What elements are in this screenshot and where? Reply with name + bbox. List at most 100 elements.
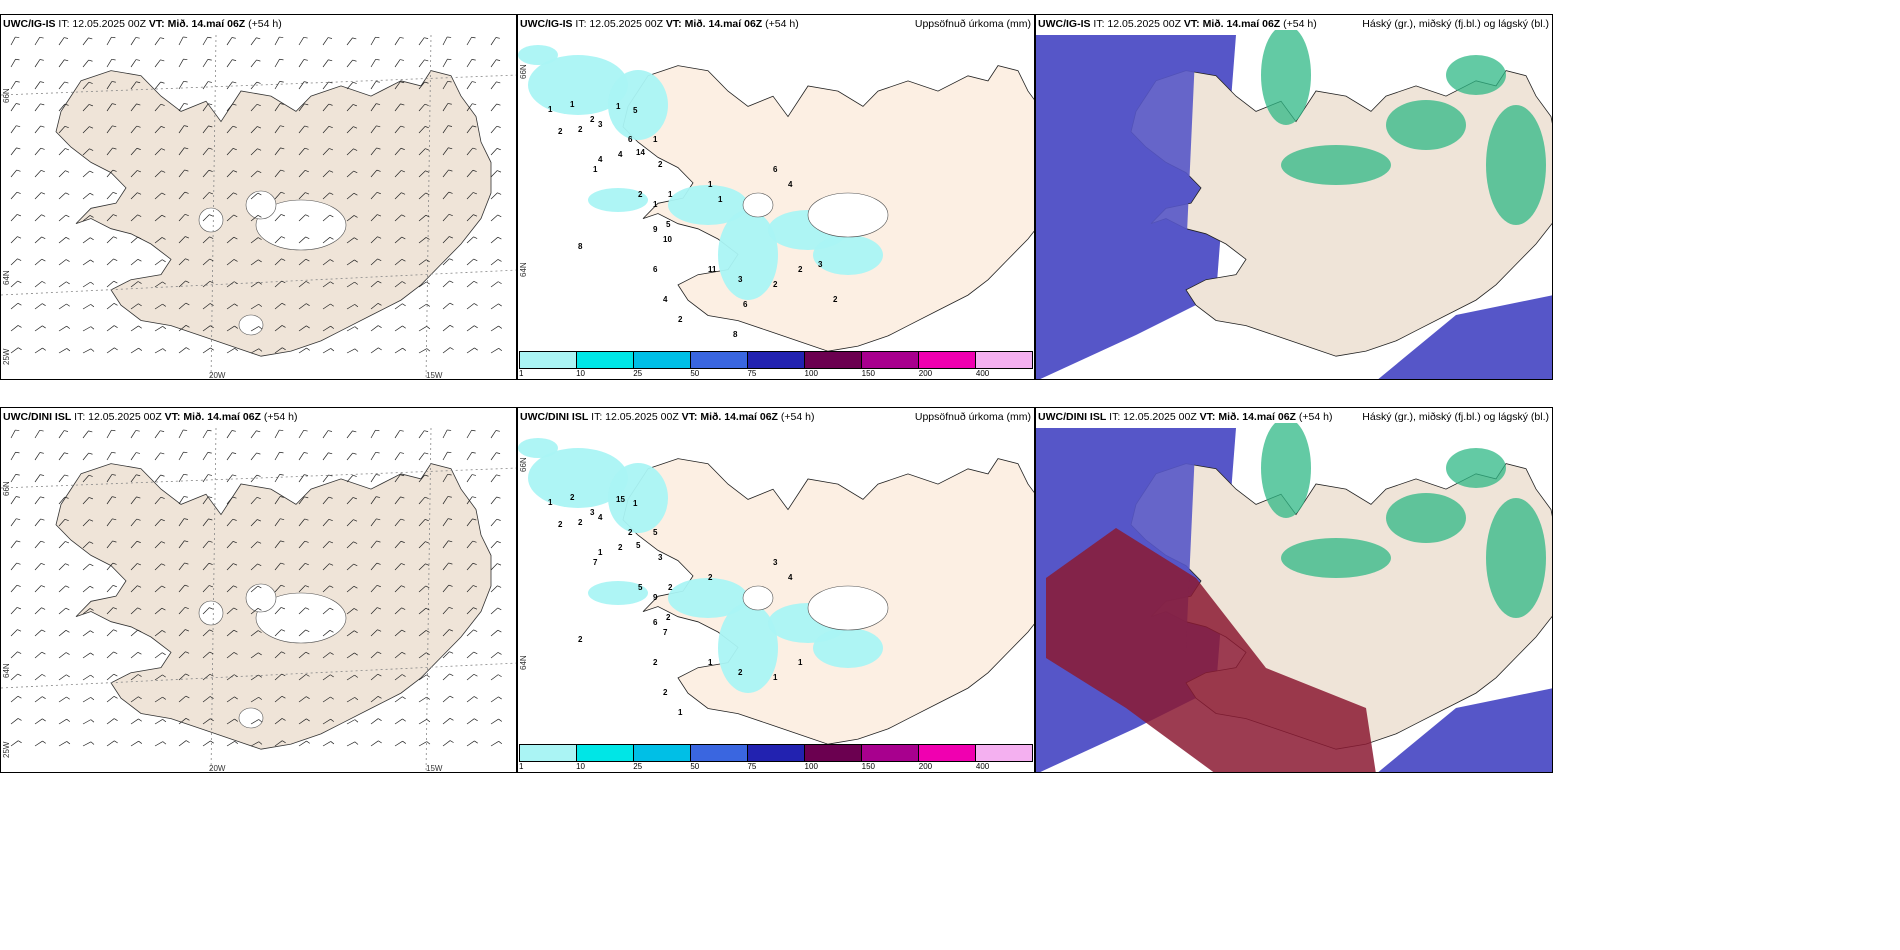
wind-barb-feather (185, 651, 190, 654)
wind-barb (130, 430, 137, 439)
wind-barb (466, 540, 473, 549)
wind-barb (274, 429, 280, 439)
wind-barb-feather (65, 607, 70, 611)
wind-barb (58, 430, 65, 439)
wind-barb-feather (185, 740, 190, 743)
wind-barb (418, 259, 427, 266)
wind-barb-feather (352, 104, 357, 107)
wind-barb-feather (112, 496, 117, 498)
wind-barb (178, 325, 187, 332)
wind-barb-feather (281, 302, 286, 306)
wind-barb-feather (376, 496, 381, 498)
wind-barb-feather (330, 348, 335, 352)
wind-barb (250, 170, 258, 178)
wind-barb-feather (497, 563, 502, 566)
wind-barb (418, 563, 426, 571)
wind-barb-feather (112, 103, 117, 105)
wind-barb (130, 125, 138, 134)
wind-barb (418, 59, 425, 68)
precip-value-label: 2 (628, 528, 633, 537)
wind-barb (154, 214, 163, 222)
precip-value-label: 1 (548, 105, 553, 114)
wind-barb-feather (113, 696, 118, 699)
wind-barb (34, 303, 43, 310)
wind-barb-feather (426, 281, 430, 285)
precip-value-label: 7 (663, 628, 668, 637)
precip-map-svg (518, 438, 1034, 745)
wind-barb (154, 741, 164, 747)
wind-barb (322, 607, 331, 615)
wind-barb (10, 673, 18, 681)
wind-barb (346, 630, 355, 637)
wind-barb (370, 347, 379, 354)
wind-barb-feather (113, 718, 118, 721)
wind-barb (130, 37, 137, 46)
wind-barb-feather (473, 280, 478, 284)
wind-barb (34, 192, 42, 200)
wind-barb (250, 81, 258, 90)
precip-value-label: 6 (743, 300, 748, 309)
wind-barb-feather (88, 452, 93, 455)
wind-barb-feather (112, 540, 117, 543)
wind-barb-feather (303, 59, 308, 61)
wind-barb (394, 585, 402, 593)
precip-value-label: 4 (598, 155, 603, 164)
precip-area (528, 448, 628, 508)
wind-barb (490, 430, 497, 439)
wind-barb (418, 496, 426, 505)
wind-barb (418, 741, 428, 747)
wind-barb-feather (135, 37, 140, 39)
wind-barb (346, 148, 354, 156)
wind-barb (298, 740, 307, 747)
wind-barb (130, 325, 139, 332)
wind-barb (58, 37, 65, 46)
wind-barb (274, 651, 282, 659)
wind-barb (58, 214, 67, 222)
wind-barb-feather (330, 741, 335, 745)
wind-barb (274, 496, 281, 505)
wind-barb-feather (64, 474, 69, 477)
wind-barb (442, 81, 448, 90)
wind-barb-feather (496, 81, 501, 84)
wind-barb-feather (66, 325, 71, 329)
precip-value-label: 6 (653, 265, 658, 274)
wind-barb (490, 81, 497, 90)
precip-value-label: 1 (668, 190, 673, 199)
model-name: UWC/DINI ISL (1038, 411, 1107, 423)
precip-value-label: 14 (636, 148, 645, 157)
precip-value-label: 4 (788, 573, 793, 582)
wind-barb-feather (137, 281, 142, 284)
wind-barb-feather (41, 258, 46, 262)
wind-barb (34, 674, 43, 681)
wind-barb-feather (498, 696, 502, 700)
wind-barb-feather (257, 237, 262, 240)
wind-barb-feather (375, 58, 380, 61)
wind-barb (418, 452, 425, 461)
wind-barb-feather (137, 170, 142, 173)
wind-barb (34, 258, 43, 266)
wind-barb (466, 718, 475, 725)
wind-barb-feather (209, 258, 214, 262)
wind-barb-feather (425, 607, 430, 611)
wind-barb (466, 170, 474, 178)
high-cloud-area (1446, 448, 1506, 488)
wind-barb-feather (497, 607, 502, 611)
wind-barb-feather (329, 214, 334, 218)
wind-barb (178, 740, 187, 747)
wind-barb (298, 585, 306, 593)
wind-barb-feather (280, 584, 285, 587)
wind-barb (250, 630, 259, 637)
wind-barb-feather (449, 651, 454, 654)
wind-barb-feather (329, 236, 334, 240)
wind-barb (394, 236, 402, 244)
wind-barb (322, 348, 331, 354)
legend-swatch (634, 745, 691, 761)
legend-tick-label: 10 (576, 762, 586, 771)
low-cloud-area (1036, 35, 1196, 355)
wind-barb-feather (41, 214, 46, 217)
wind-barb (34, 81, 41, 90)
wind-barb (202, 125, 209, 134)
wind-barb (106, 147, 113, 156)
precip-value-label: 2 (578, 125, 583, 134)
wind-barb-feather (329, 170, 334, 173)
